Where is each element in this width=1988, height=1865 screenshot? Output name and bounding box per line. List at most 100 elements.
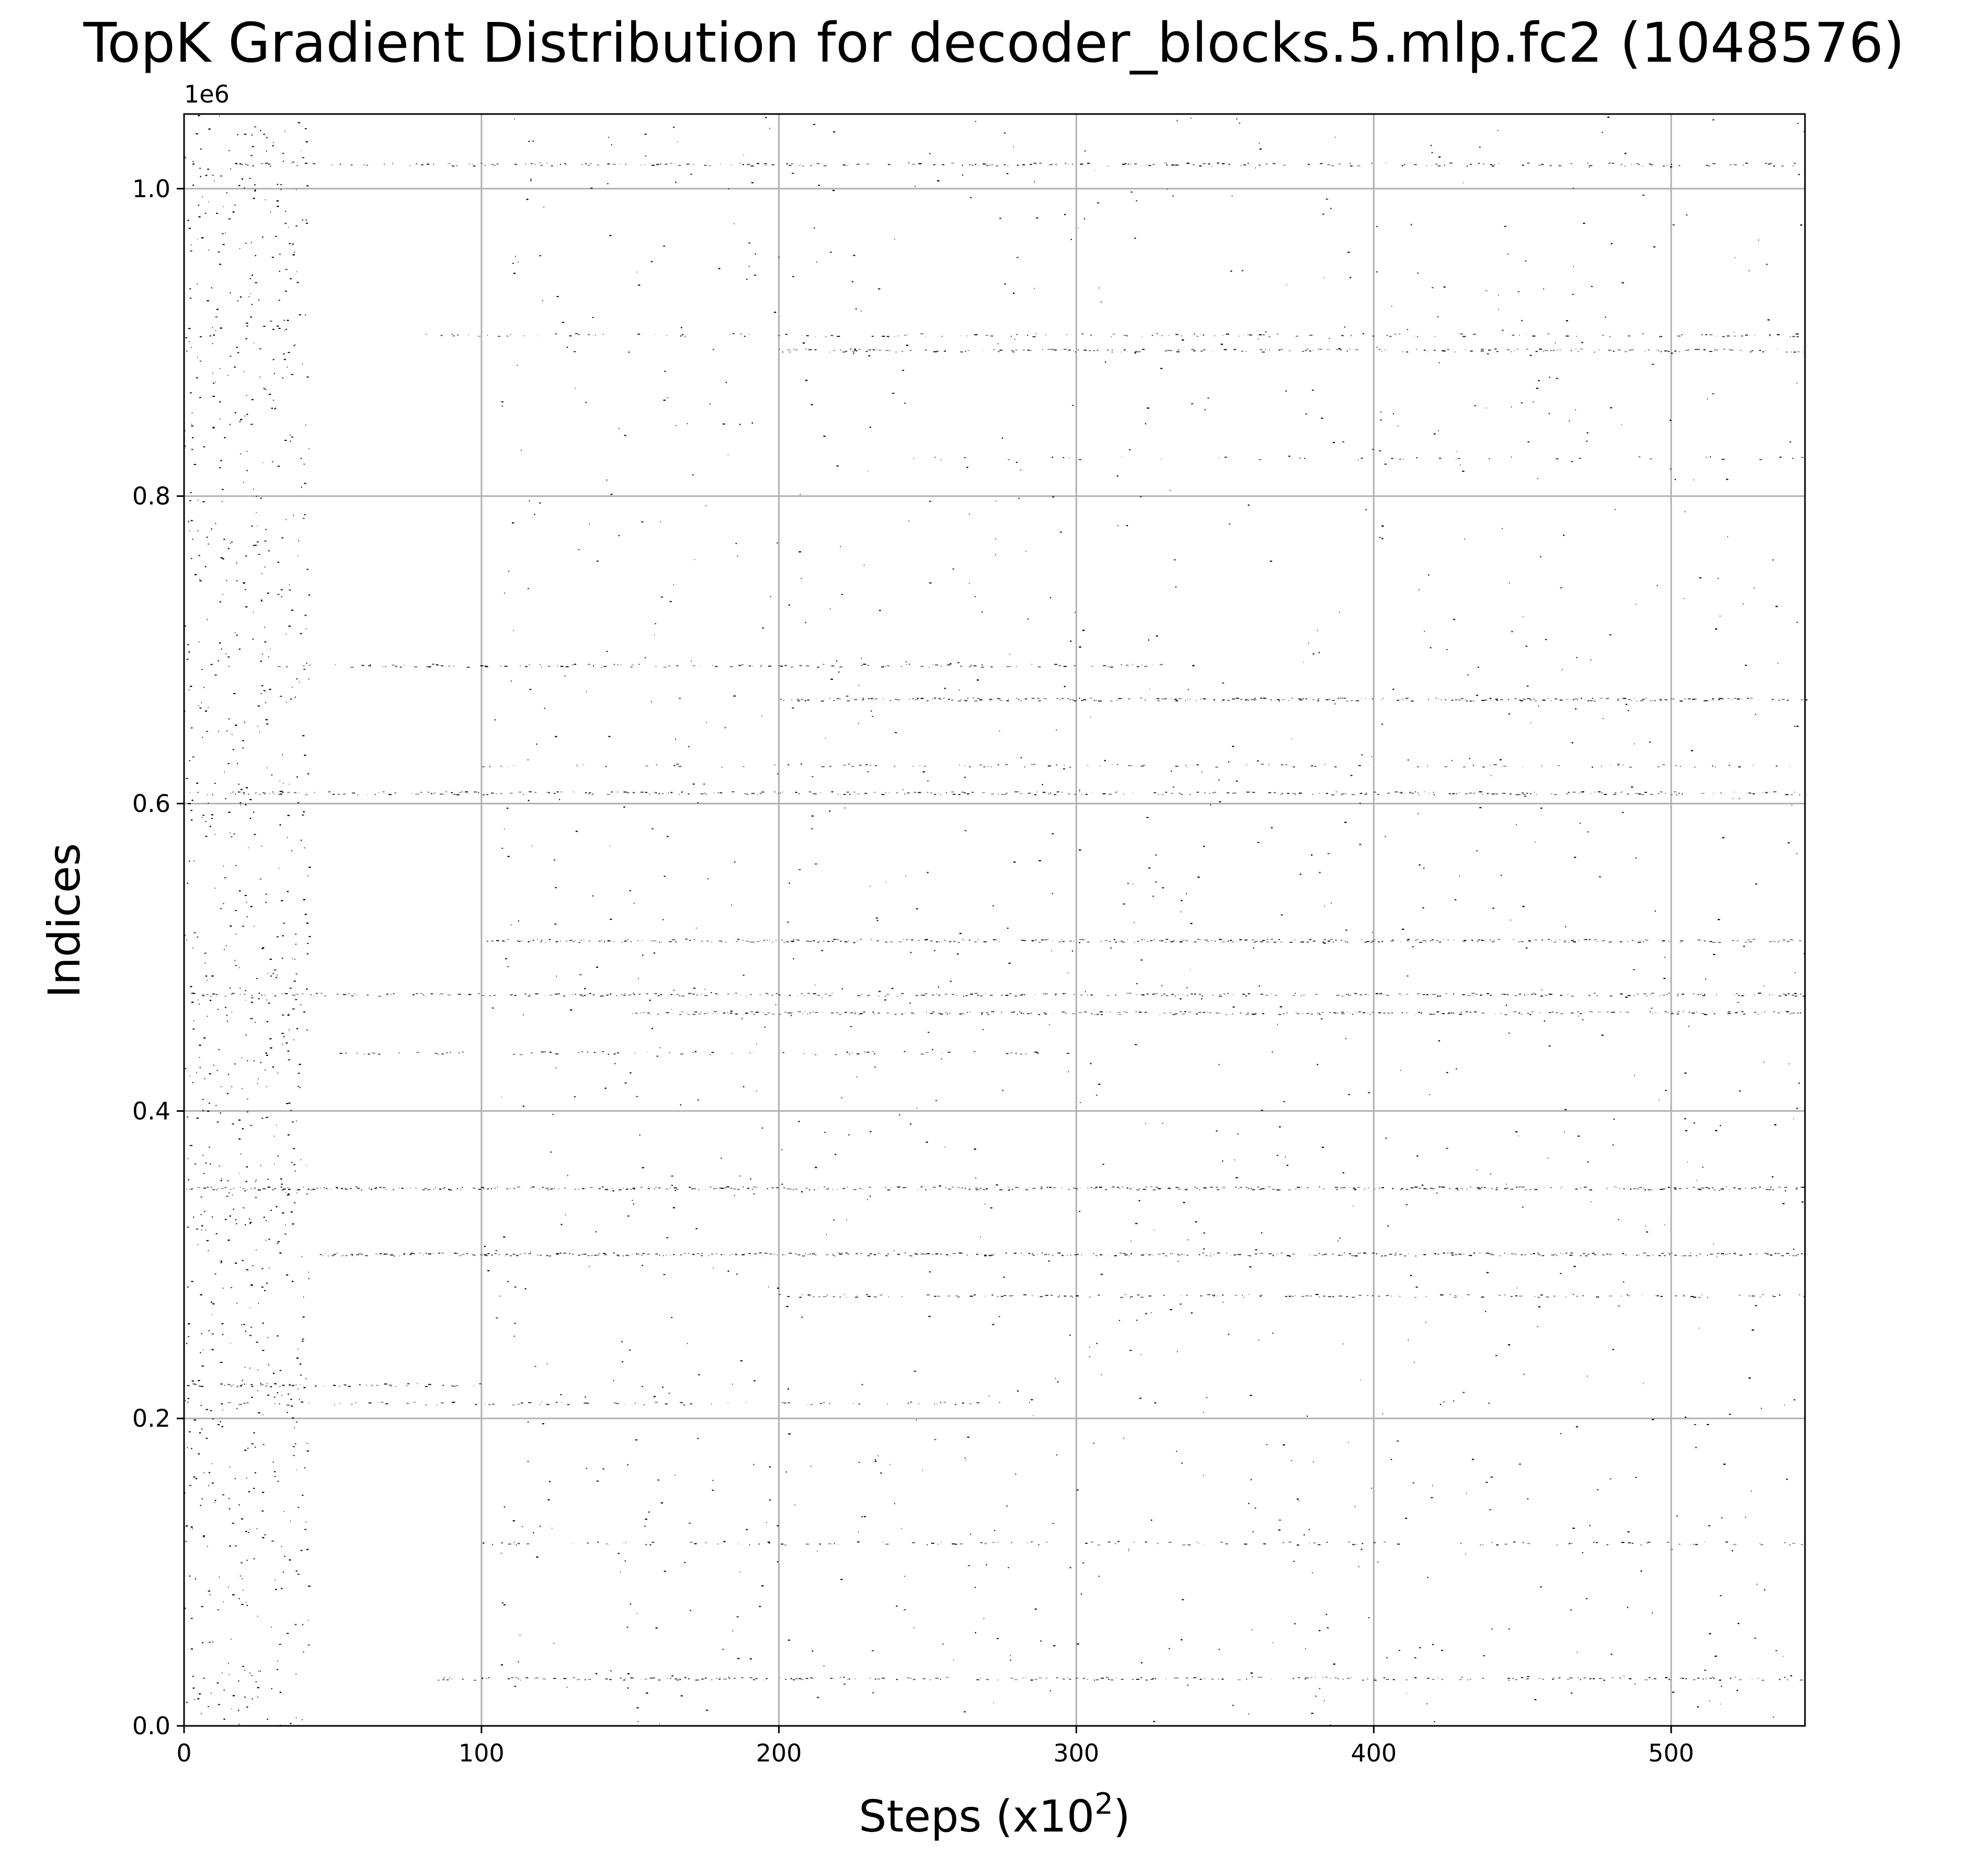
- band-point: [684, 1677, 687, 1678]
- band-point: [784, 665, 787, 666]
- band-point: [1203, 163, 1206, 164]
- band-point: [816, 163, 820, 164]
- band-point: [860, 1253, 862, 1254]
- band-point: [416, 163, 418, 165]
- band-point: [647, 1012, 650, 1014]
- band-point: [432, 664, 435, 665]
- band-point: [1730, 1677, 1732, 1679]
- band-point: [1001, 1011, 1002, 1013]
- band-point: [748, 1253, 751, 1254]
- band-point: [1399, 1295, 1401, 1297]
- band-point: [915, 699, 918, 700]
- band-point: [788, 165, 792, 166]
- band-point: [886, 994, 889, 995]
- band-point: [509, 792, 513, 794]
- scatter-point: [284, 223, 287, 224]
- band-point: [441, 1053, 444, 1055]
- band-point: [969, 1295, 973, 1297]
- band-point: [453, 1385, 456, 1387]
- band-point: [990, 335, 993, 337]
- band-point: [856, 940, 858, 942]
- scatter-point: [636, 1096, 638, 1097]
- band-point: [1309, 1543, 1310, 1544]
- band-point: [855, 1253, 859, 1254]
- scatter-point: [258, 554, 260, 555]
- band-point: [485, 1255, 488, 1256]
- band-point: [1341, 794, 1342, 795]
- band-point: [1778, 995, 1781, 997]
- band-point: [725, 941, 727, 943]
- band-point: [1773, 941, 1776, 942]
- band-point: [1628, 699, 1631, 700]
- band-point: [445, 1052, 448, 1053]
- band-point: [597, 1254, 599, 1256]
- band-point: [197, 1187, 200, 1188]
- band-point: [500, 793, 502, 794]
- band-point: [1666, 165, 1667, 166]
- band-point: [732, 1254, 733, 1255]
- band-point: [815, 1254, 817, 1256]
- band-point: [772, 941, 773, 943]
- band-point: [1026, 1013, 1030, 1015]
- band-point: [442, 1188, 444, 1189]
- scatter-point: [232, 1522, 234, 1524]
- band-point: [1506, 994, 1509, 995]
- band-point: [1139, 1188, 1140, 1189]
- band-point: [1087, 163, 1090, 164]
- band-point: [1778, 1012, 1780, 1014]
- band-point: [1191, 349, 1195, 350]
- band-point: [1186, 1255, 1189, 1256]
- band-point: [786, 941, 789, 942]
- band-point: [1499, 1255, 1501, 1257]
- band-point: [1343, 697, 1346, 699]
- band-point: [1323, 939, 1327, 940]
- band-point: [645, 1544, 647, 1545]
- band-point: [757, 794, 758, 795]
- band-point: [1040, 1188, 1043, 1189]
- band-point: [1637, 993, 1639, 995]
- band-point: [746, 1402, 747, 1403]
- band-point: [787, 764, 790, 766]
- band-point: [1226, 1253, 1227, 1254]
- band-point: [1791, 351, 1792, 352]
- band-point: [1319, 1253, 1320, 1254]
- band-point: [1222, 1294, 1224, 1296]
- band-point: [1253, 941, 1256, 943]
- band-point: [815, 336, 816, 337]
- band-point: [1504, 1294, 1506, 1296]
- band-point: [1455, 1188, 1458, 1189]
- band-point: [1749, 792, 1752, 794]
- band-point: [1145, 1011, 1147, 1013]
- band-point: [598, 1253, 600, 1255]
- band-point: [641, 1254, 643, 1256]
- band-point: [1381, 1187, 1385, 1188]
- band-point: [390, 994, 392, 995]
- band-point: [783, 1402, 787, 1404]
- band-point: [1773, 791, 1777, 793]
- band-point: [1564, 940, 1567, 942]
- band-point: [1688, 1011, 1690, 1013]
- scatter-point: [975, 596, 976, 597]
- band-point: [1674, 1188, 1677, 1190]
- band-point: [792, 1189, 794, 1190]
- band-point: [517, 1404, 520, 1405]
- band-point: [1439, 165, 1440, 167]
- band-point: [1569, 1255, 1573, 1256]
- band-point: [1418, 1011, 1420, 1013]
- band-point: [1309, 350, 1311, 352]
- band-point: [1480, 994, 1482, 996]
- band-point: [1718, 941, 1721, 943]
- band-point: [1541, 765, 1542, 767]
- band-point: [647, 1188, 650, 1189]
- band-point: [462, 1187, 463, 1188]
- band-point: [1295, 335, 1298, 337]
- scatter-point: [1407, 975, 1409, 977]
- band-point: [1518, 1012, 1521, 1014]
- band-point: [604, 1189, 608, 1190]
- scatter-point: [309, 448, 310, 449]
- band-point: [1618, 349, 1621, 351]
- band-point: [991, 1294, 993, 1296]
- band-point: [1153, 792, 1157, 793]
- band-point: [860, 939, 862, 940]
- band-point: [1293, 766, 1295, 768]
